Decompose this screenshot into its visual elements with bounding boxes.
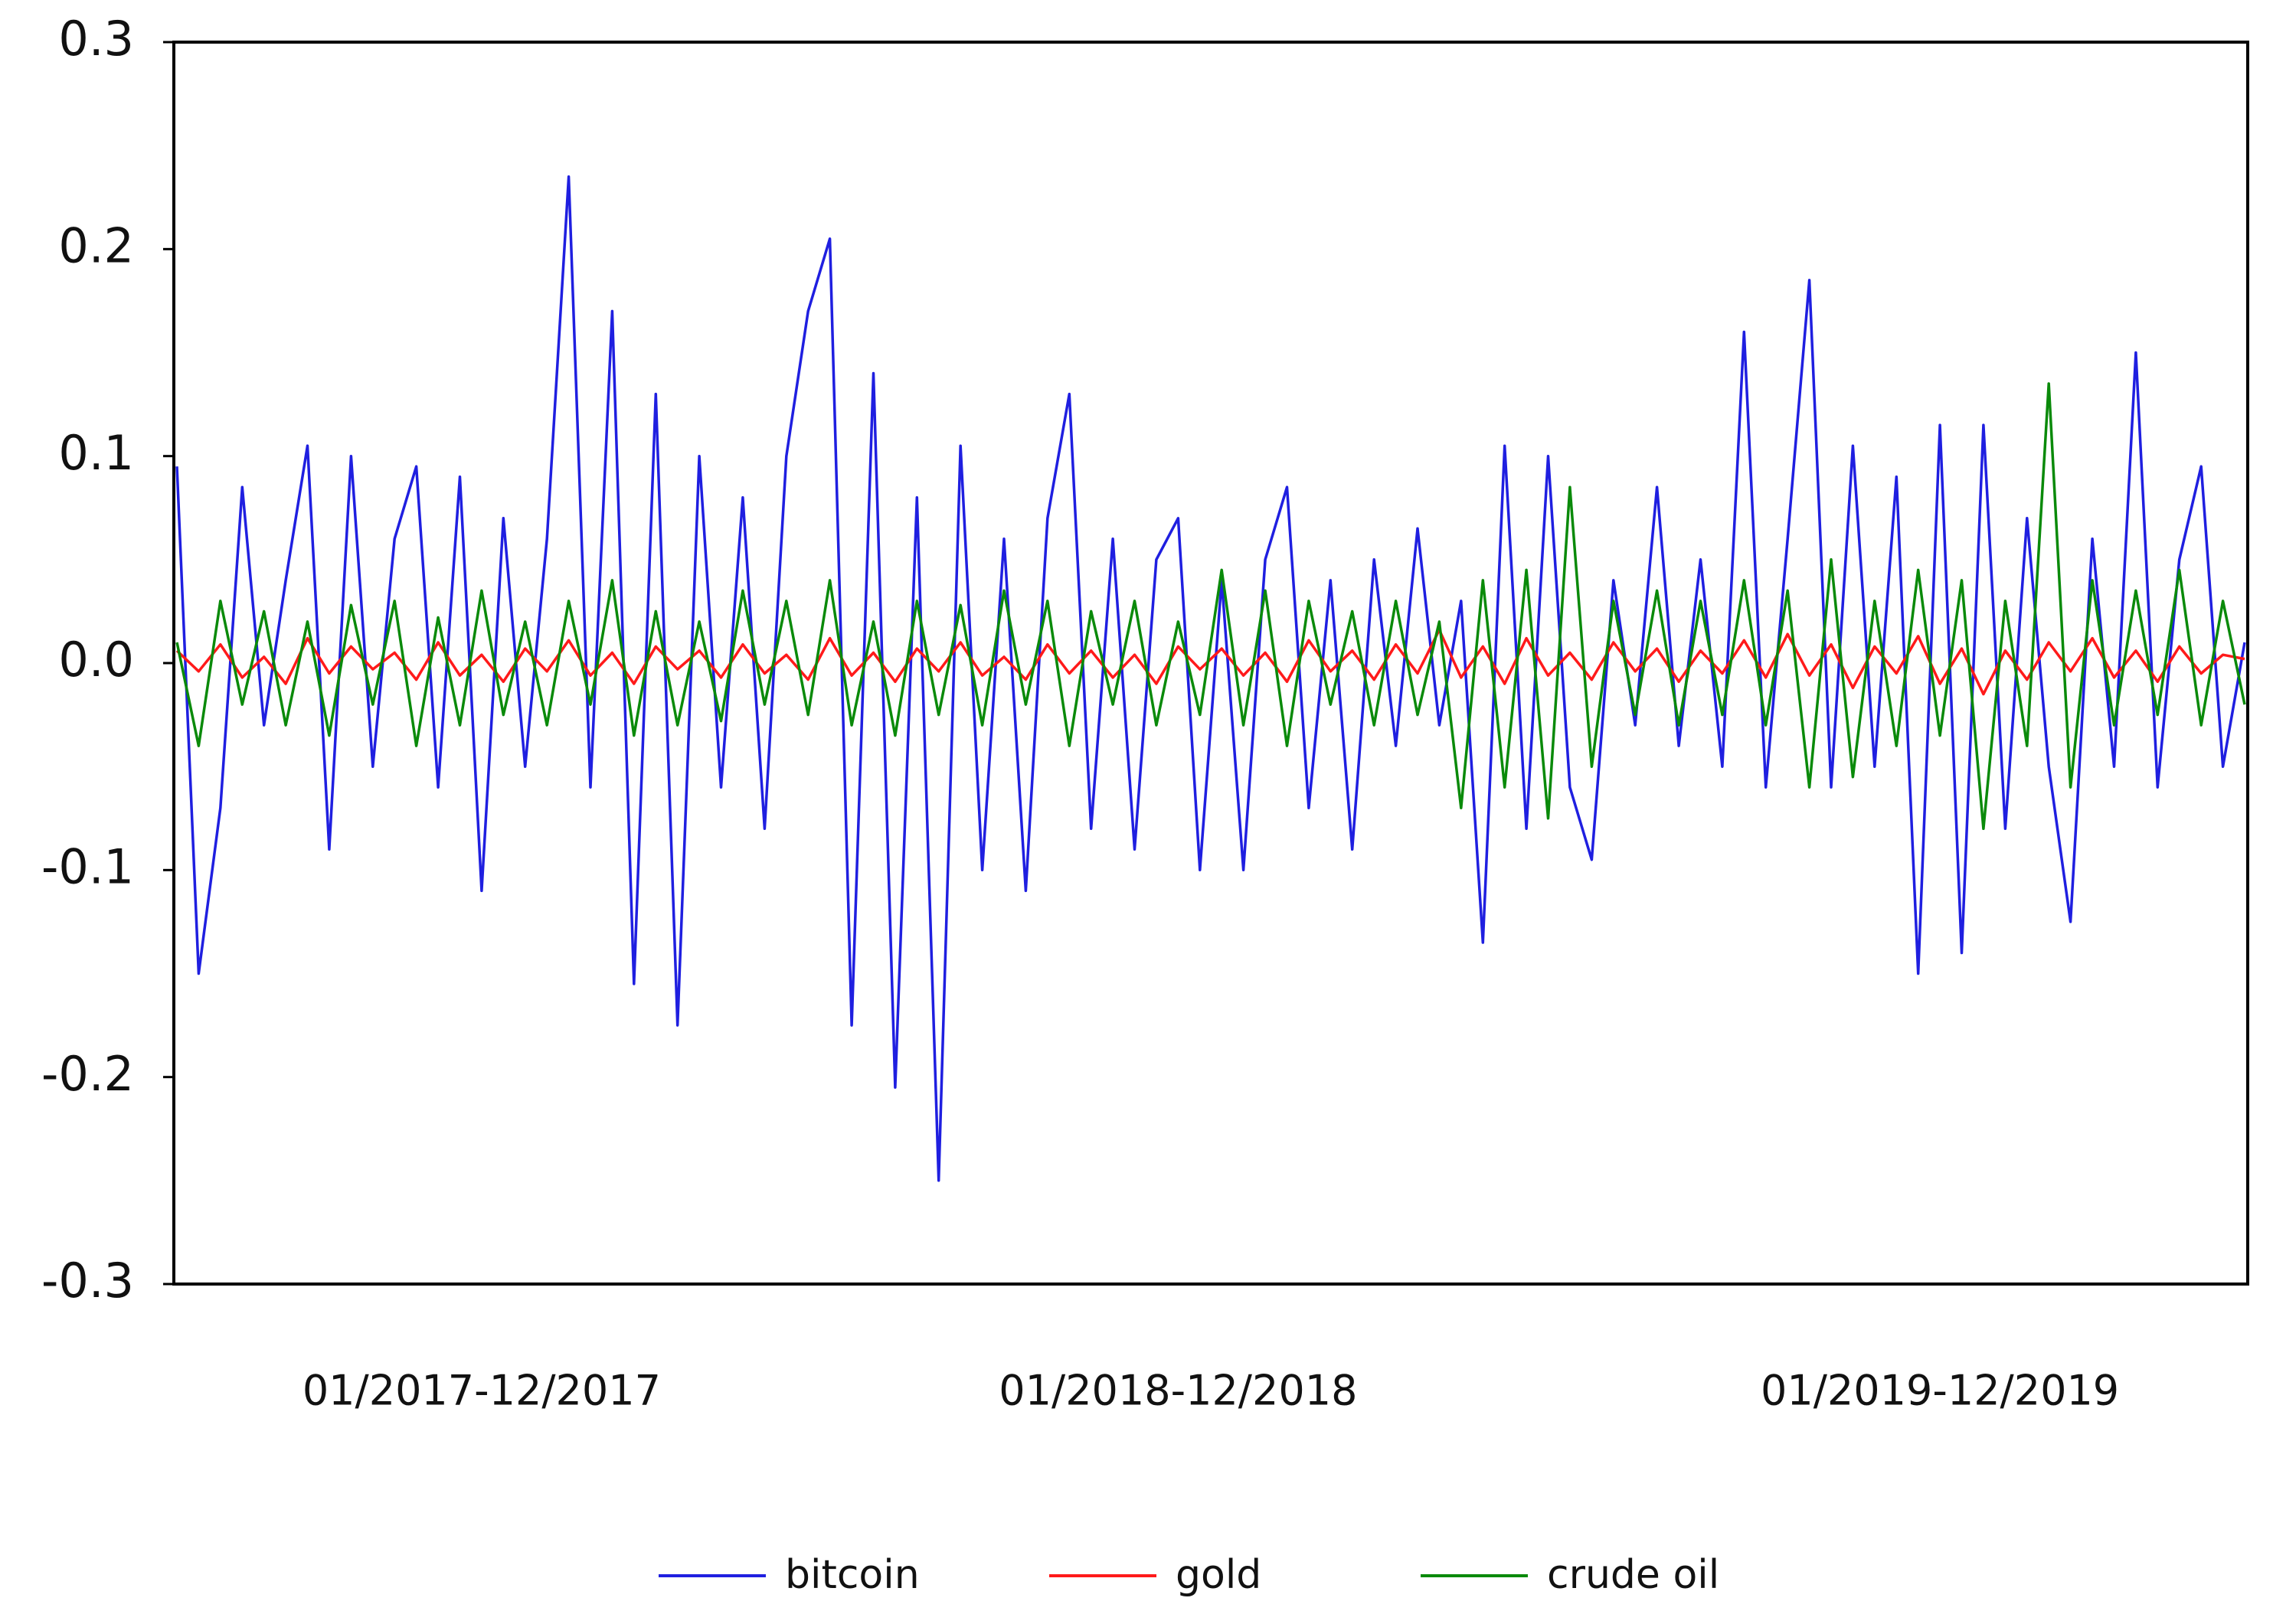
y-tick-label: -0.2 xyxy=(41,1046,134,1102)
y-tick-label: -0.1 xyxy=(41,838,134,894)
legend-label: gold xyxy=(1176,1552,1261,1598)
x-tick-label: 01/2017-12/2017 xyxy=(303,1367,661,1415)
plot-frame xyxy=(172,41,2249,1286)
x-tick-label: 01/2018-12/2018 xyxy=(999,1367,1357,1415)
legend-label: bitcoin xyxy=(785,1552,920,1598)
y-tick-label: 0.2 xyxy=(58,217,134,273)
series-line xyxy=(175,382,2246,831)
series-line xyxy=(175,628,2245,696)
x-tick-label: 01/2019-12/2019 xyxy=(1761,1367,2119,1415)
y-tick-label: 0.3 xyxy=(58,11,134,67)
legend-label: crude oil xyxy=(1547,1552,1719,1598)
series-line xyxy=(175,175,2246,1182)
y-tick-label: -0.3 xyxy=(41,1253,134,1309)
y-tick-label: 0.1 xyxy=(58,425,134,481)
y-tick-label: 0.0 xyxy=(58,632,134,688)
